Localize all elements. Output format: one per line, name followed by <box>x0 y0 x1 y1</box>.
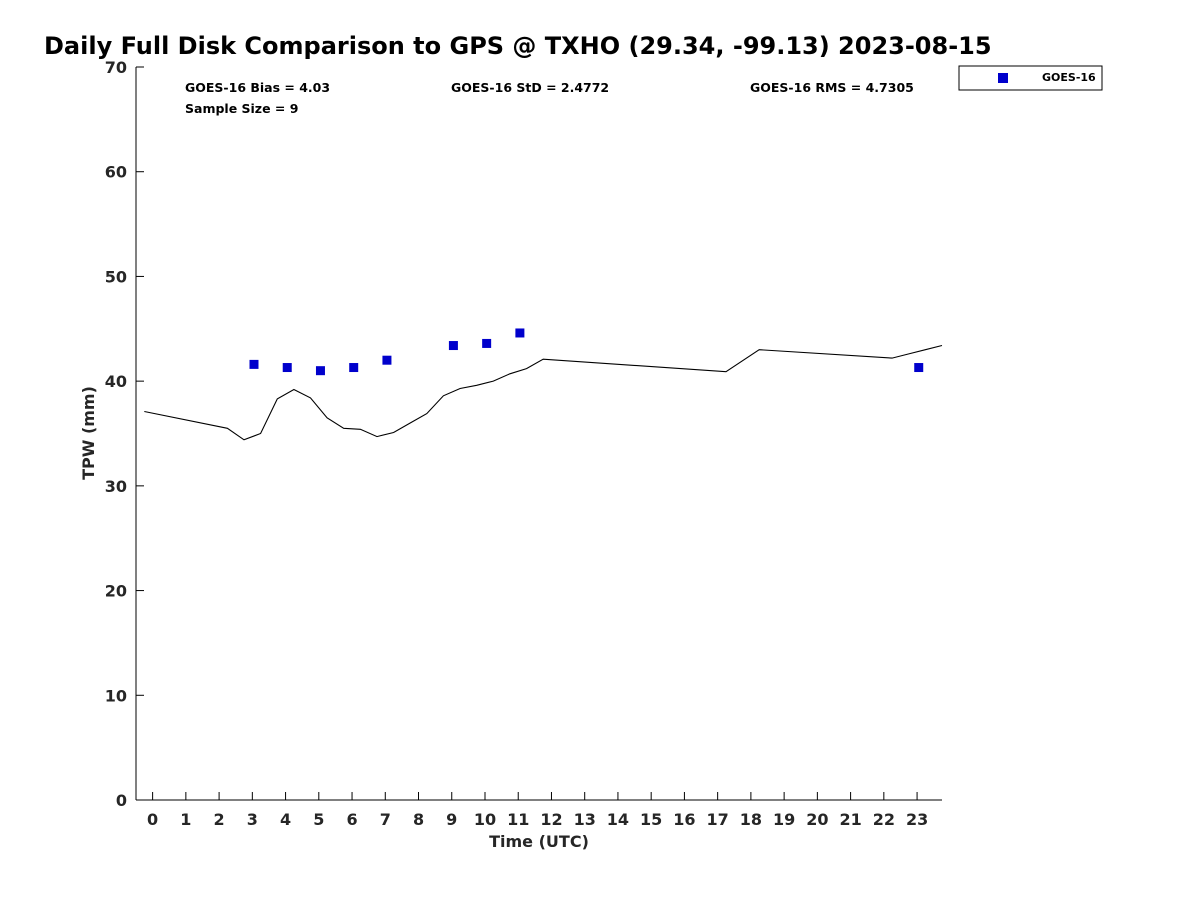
x-tick-label: 10 <box>474 810 496 829</box>
x-tick-label: 20 <box>806 810 828 829</box>
y-tick-label: 0 <box>116 791 127 810</box>
y-tick-label: 60 <box>105 163 127 182</box>
x-tick-label: 15 <box>640 810 662 829</box>
sample-size-annotation: Sample Size = 9 <box>185 101 298 116</box>
std-annotation: GOES-16 StD = 2.4772 <box>451 80 609 95</box>
x-tick-label: 12 <box>540 810 562 829</box>
x-tick-label: 22 <box>873 810 895 829</box>
x-tick-label: 18 <box>740 810 762 829</box>
x-tick-label: 19 <box>773 810 795 829</box>
x-tick-label: 4 <box>280 810 291 829</box>
x-tick-label: 3 <box>247 810 258 829</box>
y-tick-label: 70 <box>105 58 127 77</box>
x-tick-label: 16 <box>673 810 695 829</box>
goes-16-point <box>349 363 359 373</box>
rms-annotation: GOES-16 RMS = 4.7305 <box>750 80 914 95</box>
goes-16-point <box>448 341 458 351</box>
goes-16-point <box>914 363 924 373</box>
bias-annotation: GOES-16 Bias = 4.03 <box>185 80 330 95</box>
legend-label: GOES-16 <box>1042 71 1096 84</box>
x-axis-label: Time (UTC) <box>489 832 589 851</box>
x-ticks: 0 1 2 3 4 5 6 7 8 9 10 11 12 13 14 15 16 17 18 19 20 21 22 23 <box>147 792 928 829</box>
x-tick-label: 6 <box>346 810 357 829</box>
x-tick-label: 13 <box>574 810 596 829</box>
x-tick-label: 11 <box>507 810 529 829</box>
goes-16-series <box>249 328 924 376</box>
goes-16-point <box>382 355 392 365</box>
goes-16-point <box>315 366 325 376</box>
x-tick-label: 1 <box>180 810 191 829</box>
legend-box <box>958 65 1103 91</box>
x-tick-label: 23 <box>906 810 928 829</box>
x-tick-label: 8 <box>413 810 424 829</box>
x-tick-label: 17 <box>707 810 729 829</box>
x-tick-label: 14 <box>607 810 629 829</box>
y-tick-label: 50 <box>105 267 127 286</box>
y-tick-label: 30 <box>105 477 127 496</box>
y-tick-label: 20 <box>105 582 127 601</box>
x-tick-label: 0 <box>147 810 158 829</box>
legend: GOES-16 <box>958 65 1103 91</box>
y-axis-label: TPW (mm) <box>79 386 98 480</box>
chart-title: Daily Full Disk Comparison to GPS @ TXHO… <box>44 32 992 60</box>
y-tick-label: 10 <box>105 686 127 705</box>
goes-16-point <box>515 328 525 338</box>
y-ticks: 0 10 20 30 40 50 60 70 <box>105 58 144 810</box>
y-tick-label: 40 <box>105 372 127 391</box>
axes <box>135 67 942 801</box>
x-tick-label: 7 <box>380 810 391 829</box>
gps-line <box>144 344 943 441</box>
legend-marker <box>998 73 1008 83</box>
goes-16-point <box>482 338 492 348</box>
x-tick-label: 21 <box>839 810 861 829</box>
gps-series <box>144 344 943 441</box>
goes-16-point <box>249 359 259 369</box>
x-tick-label: 2 <box>214 810 225 829</box>
x-tick-label: 5 <box>313 810 324 829</box>
x-tick-label: 9 <box>446 810 457 829</box>
goes-16-point <box>282 363 292 373</box>
